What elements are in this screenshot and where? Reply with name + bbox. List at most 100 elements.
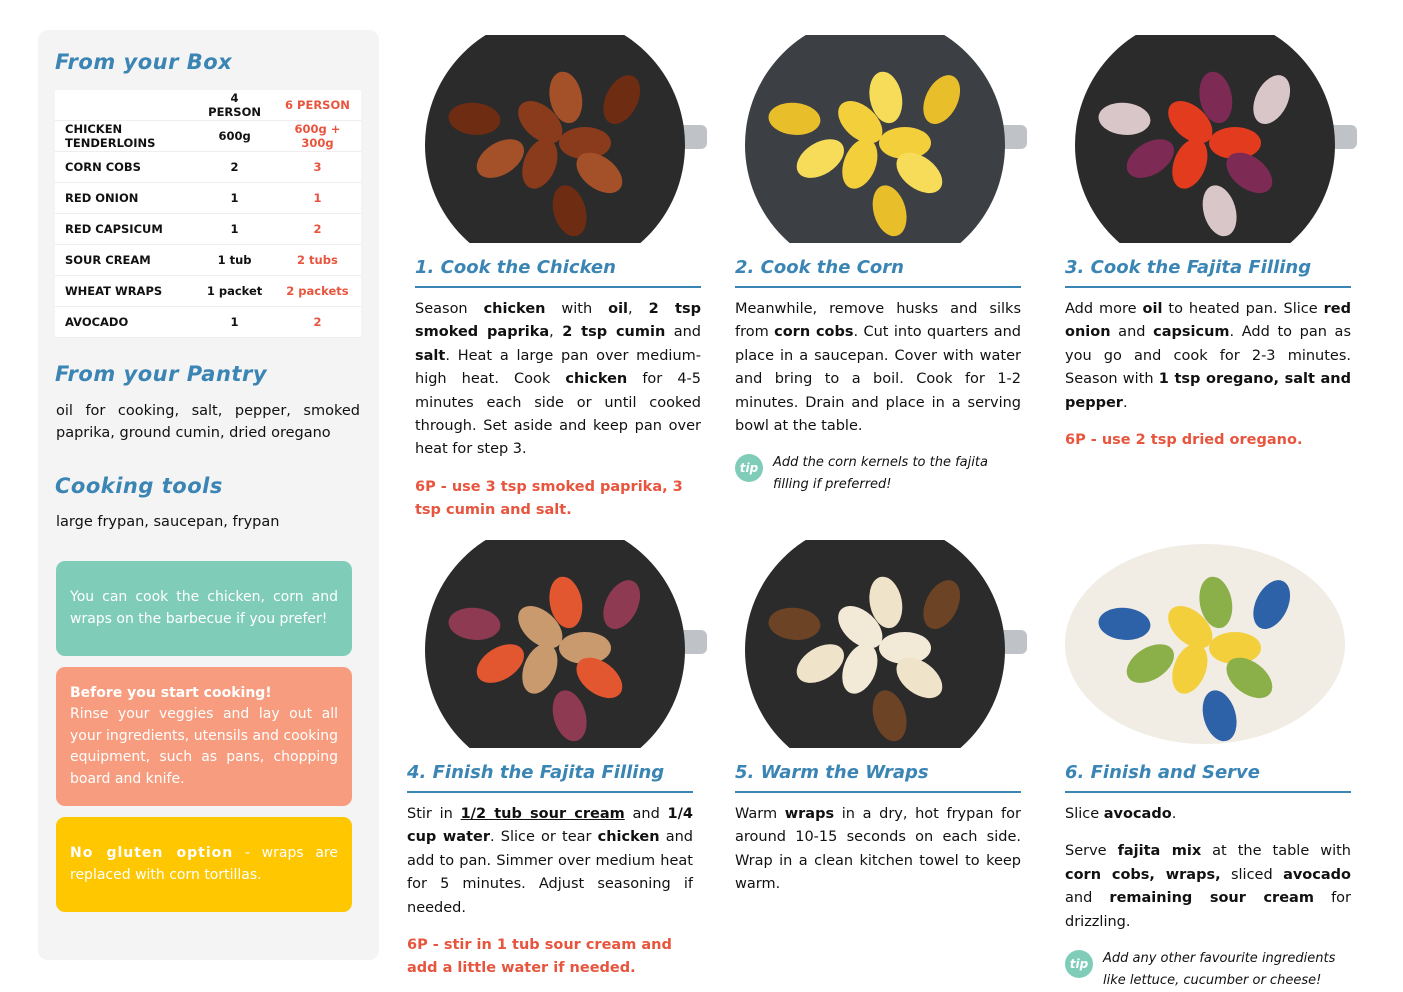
food [838,606,883,649]
step-title: 2. Cook the Corn [735,257,1021,288]
text: and add to pan. Simmer over medium heat … [407,829,693,916]
note-content: You can cook the chicken, corn and wraps… [70,587,338,630]
tip: tip Add the corn kernels to the fajita fi… [735,452,1021,496]
food [1172,643,1208,694]
bold-text: chicken [565,371,628,388]
food [603,75,641,124]
food [576,657,623,699]
food [869,71,903,124]
text: . [1122,394,1128,411]
bold-text: salt [415,347,446,364]
quantity-cell: 600g + 300g [273,120,361,152]
food [552,690,587,742]
step-title: 1. Cook the Chicken [415,257,701,288]
food [879,127,931,159]
text: at the table with [1201,843,1351,860]
step: 4. Finish the Fajita Filling Stir in 1/2 … [407,762,693,981]
step-text: Stir in 1/2 tub sour cream and 1/4 cup w… [407,803,693,920]
step-text: Warm wraps in a dry, hot frypan for arou… [735,803,1021,897]
six-person-note: 6P - stir in 1 tub sour cream and add a … [407,937,672,977]
note-content: No gluten option - wraps are replaced wi… [70,843,338,886]
tip-text: Add any other favourite ingredients like… [1103,951,1336,989]
text: and [665,324,702,341]
food [1209,632,1261,664]
ingredient-cell: AVOCADO [55,306,196,338]
food [842,643,878,694]
food [1226,152,1273,194]
pantry-title: From your Pantry [55,362,268,386]
step-text: Slice avocado. [1065,803,1351,826]
food [559,127,611,159]
bold-text: 1/4 cup water [407,806,694,846]
text: . [1171,806,1177,822]
text: for drizzling. [1065,890,1352,930]
note-heading: Before you start cooking! [70,684,272,701]
food [1253,580,1291,629]
bold-text: corn cobs [774,324,854,341]
food [1098,607,1151,640]
bold-text: 2 tsp smoked paprika [415,301,701,341]
bold-text: avocado [1283,866,1351,883]
food [476,644,524,683]
step-photo [745,35,1027,243]
ingredient-cell: CORN COBS [55,151,196,183]
bold-text: oil [608,301,629,317]
step-photo [425,35,707,243]
quantity-cell: 600g [195,120,274,152]
text: and [624,806,668,822]
bold-text: oil [1142,301,1163,317]
note-box: You can cook the chicken, corn and wraps… [56,561,352,656]
step: 6. Finish and Serve Slice avocado. Serve f… [1065,762,1351,992]
food [549,576,583,629]
bold-text: corn cobs, wraps, [1065,866,1221,883]
food [576,152,623,194]
ingredient-cell: WHEAT WRAPS [55,275,196,307]
food [1202,185,1237,237]
food [448,607,501,640]
tip-text: Add the corn kernels to the fajita filli… [773,455,988,493]
sidebar: From your Box 4 PERSON 6 PERSON CHICKEN TE… [38,30,379,960]
step-text: Add more oil to heated pan. Slice red on… [1065,298,1351,415]
bold-text: wraps [784,806,835,822]
food [768,607,821,640]
food [879,632,931,664]
table-row: AVOCADO 1 2 [55,306,361,338]
bold-text: capsicum [1153,324,1230,341]
food [1168,101,1213,144]
food [923,75,961,124]
bold-text: 1/2 tub sour cream [460,806,625,822]
quantity-cell: 1 [273,182,361,214]
food [1172,138,1208,189]
food [522,643,558,694]
text: and [1110,324,1154,341]
header-cell [55,90,196,121]
ingredient-cell: CHICKEN TENDERLOINS [55,120,196,152]
text: for 4-5 minutes each side or until cooke… [415,371,702,458]
text: . Add to pan as you go and cook for 2-3 … [1065,324,1351,388]
table-row: RED CAPSICUM 1 2 [55,213,361,245]
pantry-text: oil for cooking, salt, pepper, smoked pa… [56,403,360,441]
step-title: 4. Finish the Fajita Filling [407,762,693,793]
six-person-note: 6P - use 3 tsp smoked paprika, 3 tsp cum… [415,478,683,519]
food [896,152,943,194]
food [549,71,583,124]
quantity-cell: 2 tubs [273,244,361,276]
food [796,644,844,683]
bold-text: 1 tsp oregano, salt and pepper [1065,371,1351,411]
step-title: 3. Cook the Fajita Filling [1065,257,1351,288]
table-row: RED ONION 1 1 [55,182,361,214]
tip-icon: tip [1065,950,1093,979]
note-content: Before you start cooking! Rinse your vegg… [70,683,338,791]
food [518,606,563,649]
header-cell: 6 PERSON [273,90,361,121]
food [1202,690,1237,742]
step: 3. Cook the Fajita Filling Add more oil t… [1065,257,1351,452]
text: , [549,324,563,341]
bold-text: avocado [1103,806,1172,822]
ingredients-table: 4 PERSON 6 PERSON CHICKEN TENDERLOINS 600g 6… [55,90,361,338]
note-text: You can cook the chicken, corn and wraps… [70,589,338,627]
step-photo [745,540,1027,748]
text: to heated pan. Slice [1162,301,1324,317]
